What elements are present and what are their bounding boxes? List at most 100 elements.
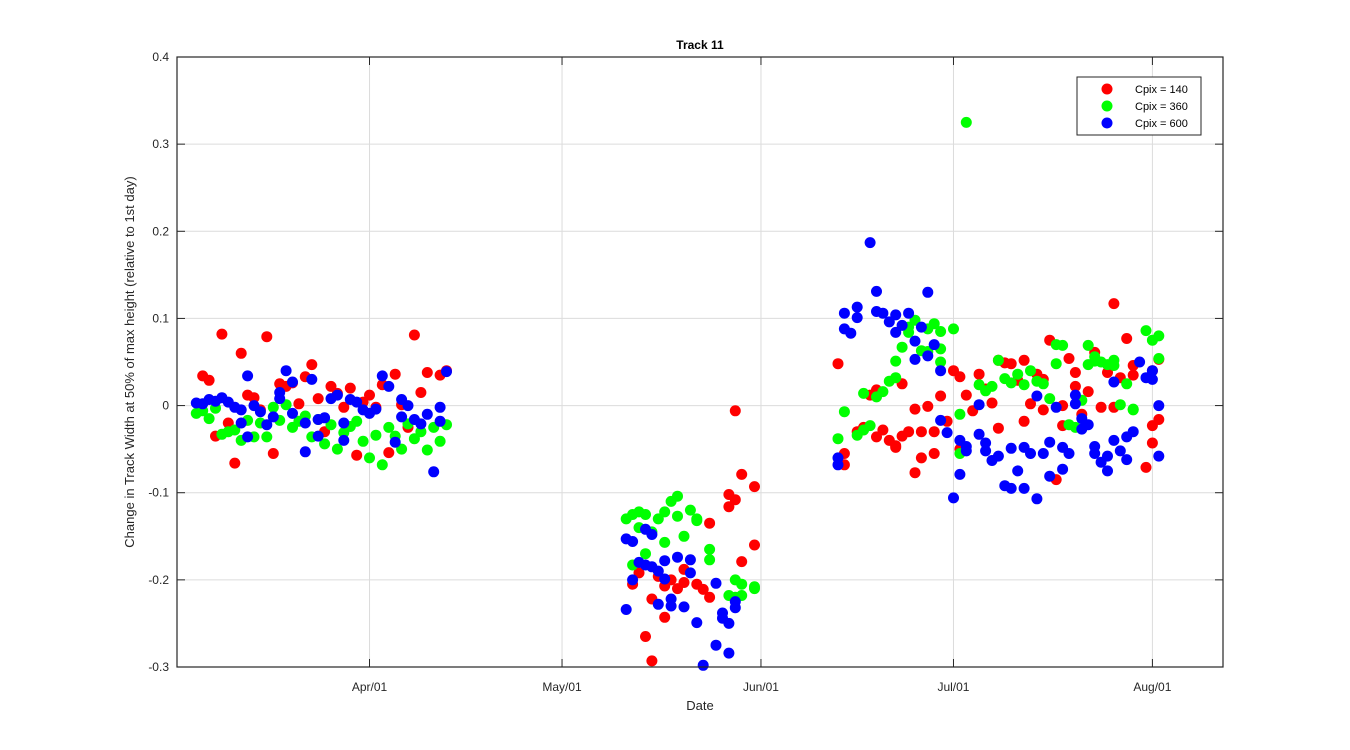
data-point: [1153, 400, 1165, 412]
data-point: [710, 639, 722, 651]
data-point: [832, 459, 844, 471]
data-point: [261, 331, 273, 343]
data-point: [960, 116, 972, 128]
data-point: [986, 380, 998, 392]
data-point: [331, 443, 343, 455]
data-point: [1012, 368, 1024, 380]
data-point: [1153, 330, 1165, 342]
data-point: [1018, 354, 1030, 366]
data-point: [383, 447, 395, 459]
data-point: [890, 372, 902, 384]
data-point: [652, 598, 664, 610]
data-point: [980, 445, 992, 457]
data-point: [864, 237, 876, 249]
data-point: [364, 389, 375, 401]
data-point: [1037, 404, 1049, 416]
data-point: [915, 452, 927, 464]
data-point: [338, 417, 350, 429]
data-point: [928, 448, 940, 459]
data-point: [973, 368, 985, 380]
data-point: [351, 396, 363, 408]
data-point: [1012, 465, 1024, 477]
data-point: [1005, 358, 1017, 370]
data-point: [216, 328, 228, 340]
data-point: [408, 329, 420, 341]
data-point: [370, 429, 382, 441]
data-point: [1063, 353, 1075, 364]
y-tick-label: -0.1: [148, 486, 169, 500]
data-point: [877, 424, 889, 436]
data-point: [242, 370, 254, 382]
data-point: [364, 452, 375, 464]
y-tick-label: 0.1: [152, 311, 169, 325]
data-point: [992, 450, 1004, 462]
data-point: [287, 407, 298, 419]
data-point: [1089, 441, 1101, 452]
data-point: [319, 412, 331, 424]
data-point: [1044, 393, 1056, 405]
data-point: [1037, 378, 1049, 390]
data-point: [723, 647, 735, 659]
legend-label-cpix-140: Cpix = 140: [1135, 84, 1188, 96]
data-point: [306, 359, 318, 371]
data-point: [306, 373, 318, 385]
data-point: [1031, 390, 1043, 402]
data-point: [1069, 389, 1081, 401]
data-point: [665, 600, 677, 612]
data-point: [344, 382, 356, 394]
data-point: [421, 444, 433, 456]
data-point: [729, 494, 741, 506]
data-point: [235, 404, 247, 416]
data-point: [1114, 399, 1126, 411]
data-point: [871, 285, 882, 297]
data-point: [678, 530, 690, 542]
data-point: [883, 316, 895, 328]
data-point: [915, 426, 927, 438]
data-point: [370, 403, 382, 415]
data-point: [749, 581, 760, 593]
data-point: [331, 389, 343, 401]
data-point: [704, 543, 716, 555]
data-point: [267, 411, 279, 423]
data-point: [851, 301, 863, 313]
x-axis-label: Date: [686, 698, 713, 713]
data-point: [659, 506, 671, 518]
data-point: [396, 443, 408, 455]
data-point: [376, 370, 388, 382]
data-point: [1025, 398, 1036, 410]
data-point: [235, 347, 247, 359]
data-point: [697, 659, 709, 671]
data-point: [928, 318, 940, 330]
data-point: [909, 467, 921, 479]
data-point: [1018, 379, 1030, 391]
data-point: [1108, 376, 1120, 388]
data-point: [672, 551, 683, 563]
data-point: [1005, 377, 1017, 389]
data-point: [896, 341, 908, 353]
data-point: [627, 536, 639, 547]
data-point: [1102, 465, 1113, 477]
data-point: [383, 380, 395, 392]
data-point: [242, 431, 254, 443]
data-point: [986, 397, 998, 409]
data-point: [646, 529, 658, 540]
data-point: [351, 449, 363, 461]
data-point: [627, 574, 639, 586]
data-point: [1044, 436, 1056, 448]
data-point: [1031, 493, 1043, 505]
data-point: [1057, 463, 1069, 475]
data-point: [928, 426, 940, 438]
data-point: [421, 408, 433, 420]
data-point: [1146, 437, 1158, 449]
data-point: [235, 417, 247, 429]
data-point: [1037, 448, 1049, 459]
data-point: [338, 434, 350, 446]
y-tick-label: 0.2: [152, 224, 169, 238]
data-point: [1127, 403, 1139, 415]
data-point: [729, 602, 741, 614]
data-point: [935, 414, 947, 426]
data-point: [922, 286, 934, 298]
data-point: [389, 368, 401, 380]
data-point: [704, 591, 716, 603]
plot-frame: [176, 56, 1224, 668]
